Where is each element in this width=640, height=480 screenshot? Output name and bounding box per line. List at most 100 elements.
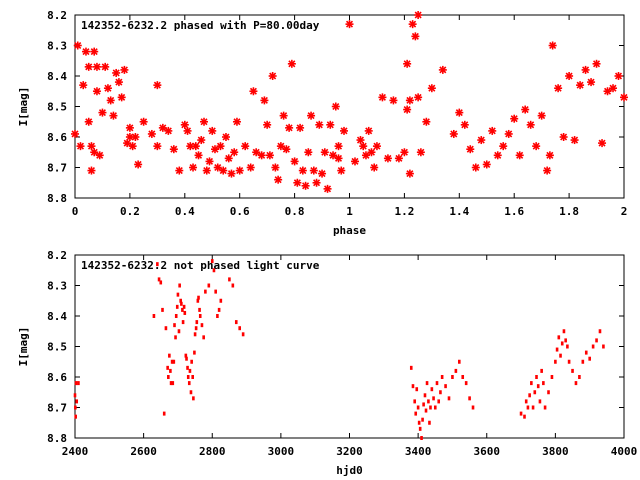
data-point xyxy=(298,166,307,175)
data-point xyxy=(153,81,162,90)
data-point xyxy=(504,129,513,138)
y-tick-label: 8.3 xyxy=(47,280,67,293)
data-point xyxy=(263,120,272,129)
data-point xyxy=(416,148,425,157)
data-point xyxy=(598,329,602,334)
data-point xyxy=(531,405,535,410)
data-point xyxy=(193,332,197,337)
data-point xyxy=(186,365,189,370)
x-tick-label: 1.6 xyxy=(504,205,524,218)
chart-title: 142352-6232.2 phased with P=80.00day xyxy=(81,19,320,32)
data-point xyxy=(417,420,421,425)
data-point xyxy=(519,411,523,416)
data-point xyxy=(378,93,387,102)
data-point xyxy=(228,277,231,282)
y-tick-label: 8.2 xyxy=(47,9,67,22)
data-point xyxy=(409,365,413,370)
data-point xyxy=(287,59,296,68)
y-tick-label: 8.4 xyxy=(47,70,67,83)
x-tick-label: 3800 xyxy=(542,445,569,458)
data-point xyxy=(477,136,486,145)
unphased-light-curve-chart: 2400 2600 2800 3000 3200 3400 3600 3800 4000 8.2… xyxy=(17,249,637,477)
data-point xyxy=(413,399,416,404)
data-point xyxy=(535,375,538,379)
y-axis-label: I[mag] xyxy=(17,327,30,367)
data-point xyxy=(227,169,236,178)
data-point xyxy=(75,399,79,404)
data-point xyxy=(125,123,134,132)
data-point xyxy=(403,59,412,68)
y-axis-ticks: 8.2 8.3 8.4 8.5 8.6 8.7 8.8 xyxy=(47,9,624,205)
data-point xyxy=(192,396,195,401)
data-point xyxy=(173,323,176,328)
data-point xyxy=(246,163,255,172)
data-point xyxy=(466,145,475,154)
x-axis-label: phase xyxy=(333,224,366,237)
x-tick-label: 2 xyxy=(621,205,628,218)
data-point xyxy=(318,169,327,178)
data-point xyxy=(210,145,219,154)
data-point xyxy=(95,151,104,160)
data-point xyxy=(447,396,451,401)
data-point xyxy=(389,96,398,105)
data-point xyxy=(542,381,545,386)
x-tick-label: 3200 xyxy=(336,445,363,458)
data-point xyxy=(414,11,423,20)
data-point xyxy=(537,111,546,120)
data-point xyxy=(430,387,434,392)
data-point xyxy=(428,420,431,425)
data-point xyxy=(197,136,206,145)
x-tick-label: 0.8 xyxy=(285,205,305,218)
data-point xyxy=(414,93,423,102)
data-point xyxy=(235,166,244,175)
data-point xyxy=(191,375,194,379)
data-point xyxy=(415,387,419,392)
data-point xyxy=(435,381,439,386)
data-point xyxy=(461,375,465,379)
y-tick-label: 8.8 xyxy=(47,432,67,445)
data-point xyxy=(98,108,107,117)
y-tick-label: 8.2 xyxy=(47,249,67,262)
data-point xyxy=(526,405,530,410)
data-point xyxy=(425,381,429,386)
data-point xyxy=(257,151,266,160)
data-point xyxy=(238,326,241,331)
data-point xyxy=(422,402,425,407)
x-tick-label: 2400 xyxy=(62,445,89,458)
data-point xyxy=(439,390,442,395)
data-point xyxy=(208,126,217,135)
data-point xyxy=(120,65,129,74)
data-point xyxy=(185,356,188,361)
x-axis-label: hjd0 xyxy=(336,464,363,477)
data-point xyxy=(90,148,99,157)
data-point xyxy=(532,142,541,151)
y-tick-label: 8.4 xyxy=(47,310,67,323)
data-point xyxy=(241,142,250,151)
data-point xyxy=(326,120,335,129)
data-point xyxy=(169,381,173,386)
data-point xyxy=(285,123,294,132)
data-point xyxy=(550,375,554,379)
data-point xyxy=(309,166,318,175)
y-tick-label: 8.6 xyxy=(47,371,67,384)
data-point xyxy=(334,154,343,163)
data-point xyxy=(543,405,547,410)
data-point xyxy=(276,142,285,151)
data-point xyxy=(178,283,181,288)
x-tick-label: 2800 xyxy=(199,445,226,458)
data-point xyxy=(156,262,159,267)
data-point xyxy=(598,139,607,148)
data-point xyxy=(545,151,554,160)
data-point xyxy=(216,314,219,318)
data-point xyxy=(87,166,96,175)
data-point xyxy=(77,381,80,386)
data-point xyxy=(71,129,79,138)
x-tick-label: 1 xyxy=(346,205,353,218)
data-point xyxy=(147,129,156,138)
x-axis-ticks: 0 0.2 0.4 0.6 0.8 1 1.2 1.4 1.6 1.8 2 xyxy=(72,15,628,218)
data-point xyxy=(268,72,277,80)
data-point xyxy=(189,163,198,172)
data-point xyxy=(74,381,78,386)
data-point xyxy=(271,163,280,172)
data-point xyxy=(176,292,180,297)
